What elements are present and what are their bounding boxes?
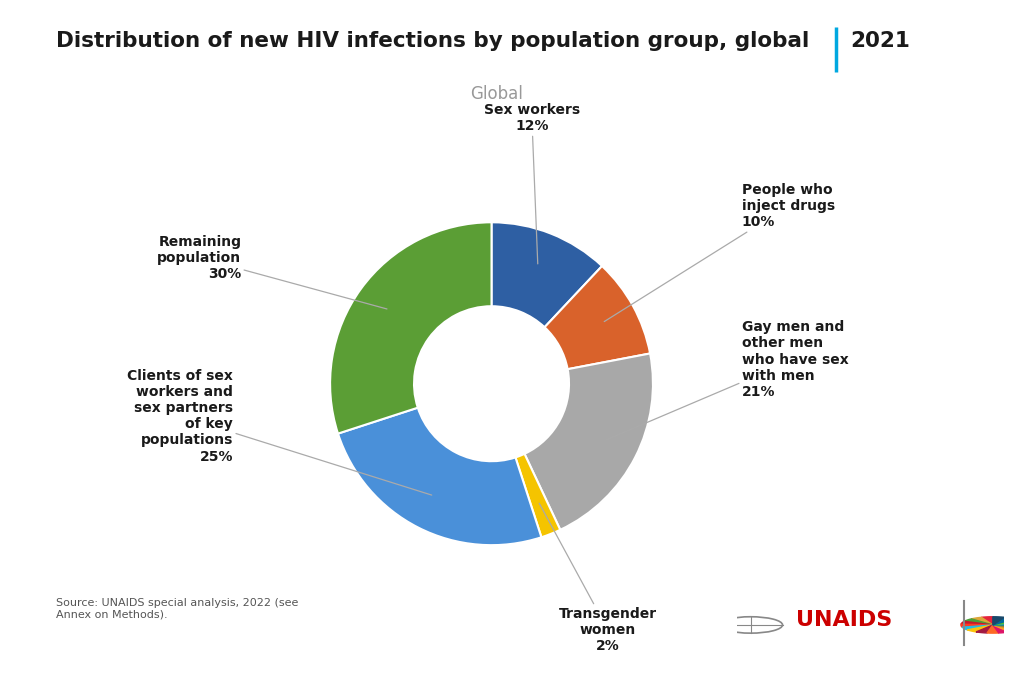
Wedge shape	[515, 454, 560, 538]
Wedge shape	[524, 354, 653, 530]
Text: 2021: 2021	[850, 31, 909, 51]
Wedge shape	[965, 619, 993, 625]
Wedge shape	[961, 624, 993, 627]
Wedge shape	[963, 625, 993, 630]
Wedge shape	[338, 408, 542, 545]
Text: Clients of sex
workers and
sex partners
of key
populations
25%: Clients of sex workers and sex partners …	[127, 369, 432, 495]
Text: UNAIDS: UNAIDS	[796, 610, 892, 630]
Wedge shape	[993, 619, 1022, 625]
Text: Global: Global	[470, 85, 523, 103]
Wedge shape	[987, 625, 998, 633]
Text: Source: UNAIDS special analysis, 2022 (see
Annex on Methods).: Source: UNAIDS special analysis, 2022 (s…	[56, 598, 299, 619]
Wedge shape	[972, 617, 993, 625]
Text: Distribution of new HIV infections by population group, global: Distribution of new HIV infections by po…	[56, 31, 810, 51]
Wedge shape	[993, 622, 1024, 625]
Wedge shape	[993, 617, 1005, 625]
Wedge shape	[330, 222, 492, 434]
Wedge shape	[993, 625, 1010, 633]
Wedge shape	[492, 222, 602, 327]
Wedge shape	[993, 625, 1018, 632]
Circle shape	[414, 306, 569, 461]
Wedge shape	[993, 617, 1015, 625]
Text: Transgender
women
2%: Transgender women 2%	[540, 503, 656, 653]
Text: People who
inject drugs
10%: People who inject drugs 10%	[604, 183, 835, 322]
Wedge shape	[993, 625, 1024, 630]
Wedge shape	[981, 617, 993, 625]
Wedge shape	[962, 622, 993, 625]
Wedge shape	[976, 625, 993, 633]
Text: Remaining
population
30%: Remaining population 30%	[157, 234, 387, 309]
Wedge shape	[545, 266, 650, 370]
Wedge shape	[993, 624, 1024, 627]
Text: Gay men and
other men
who have sex
with men
21%: Gay men and other men who have sex with …	[606, 320, 849, 440]
Text: Sex workers
12%: Sex workers 12%	[483, 103, 580, 264]
Wedge shape	[968, 625, 993, 632]
